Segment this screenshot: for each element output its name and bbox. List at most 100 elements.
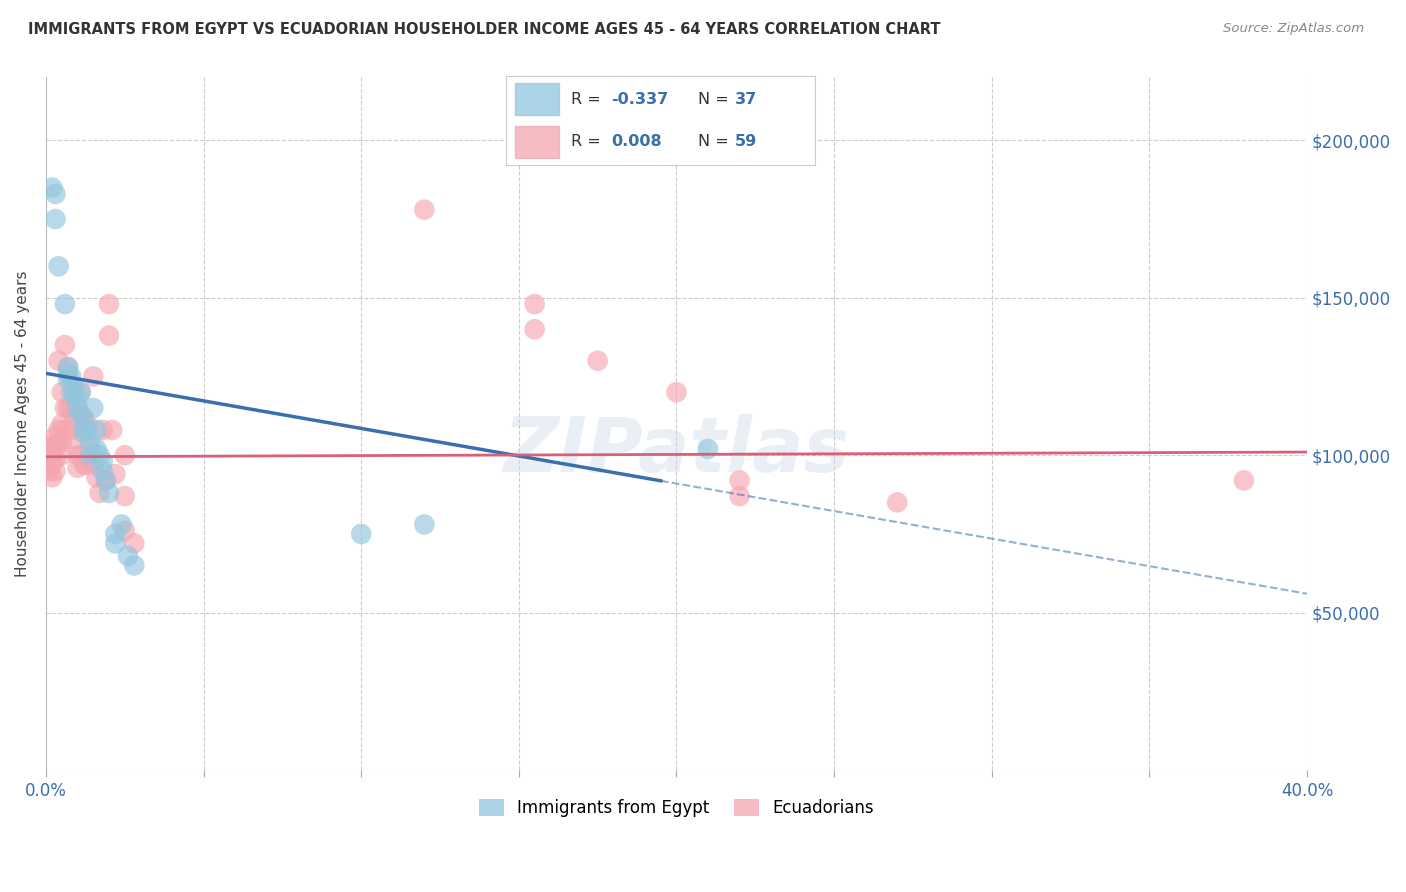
Point (89, 486, 111, 500)
Legend: Immigrants from Egypt, Ecuadorians: Immigrants from Egypt, Ecuadorians (472, 792, 882, 824)
Point (86, 442, 108, 456)
Point (69, 385, 91, 400)
Text: R =: R = (571, 135, 606, 149)
Point (104, 536, 127, 550)
Point (51, 417, 73, 431)
Point (38, 454, 60, 468)
Point (56, 367, 79, 381)
Point (51, 385, 73, 400)
Point (53, 423, 76, 437)
Point (56, 359, 79, 374)
Point (413, 517, 436, 532)
Point (94, 474, 117, 488)
Point (98, 328, 121, 343)
Point (44, 439, 66, 453)
Text: ZIPatlas: ZIPatlas (503, 415, 849, 489)
Point (53, 297, 76, 311)
Text: 37: 37 (735, 92, 758, 106)
Point (91, 464, 114, 478)
Point (66, 401, 89, 415)
Point (63, 410, 86, 425)
Point (48, 260, 70, 274)
Point (76, 423, 98, 437)
Point (69, 407, 91, 421)
Point (48, 435, 70, 450)
Point (122, 558, 145, 573)
Point (91, 423, 114, 437)
Text: N =: N = (697, 135, 734, 149)
Point (104, 527, 127, 541)
Bar (516, 83, 558, 115)
Point (114, 489, 136, 503)
Point (523, 322, 546, 336)
Point (98, 486, 121, 500)
Point (76, 458, 98, 472)
Point (56, 401, 79, 415)
Point (114, 448, 136, 462)
Point (697, 442, 720, 456)
Point (117, 549, 139, 563)
Point (41, 458, 63, 472)
Point (413, 202, 436, 217)
Point (60, 401, 83, 415)
Point (101, 423, 124, 437)
Point (728, 489, 751, 503)
Bar (516, 126, 558, 158)
Point (73, 426, 96, 441)
Point (51, 435, 73, 450)
Point (69, 385, 91, 400)
Y-axis label: Householder Income Ages 45 - 64 years: Householder Income Ages 45 - 64 years (15, 270, 30, 577)
Point (886, 495, 908, 509)
Point (60, 369, 83, 384)
Point (79, 448, 101, 462)
Point (79, 442, 101, 456)
Point (44, 451, 66, 466)
Point (111, 517, 134, 532)
Text: IMMIGRANTS FROM EGYPT VS ECUADORIAN HOUSEHOLDER INCOME AGES 45 - 64 YEARS CORREL: IMMIGRANTS FROM EGYPT VS ECUADORIAN HOUS… (28, 22, 941, 37)
Point (66, 392, 89, 406)
Point (73, 410, 96, 425)
Point (82, 401, 104, 415)
Point (73, 458, 96, 472)
Point (44, 186, 66, 201)
Point (98, 297, 121, 311)
Point (114, 524, 136, 538)
Point (38, 439, 60, 453)
Point (82, 458, 104, 472)
Point (86, 423, 108, 437)
Point (94, 474, 117, 488)
Point (53, 338, 76, 352)
Point (86, 470, 108, 484)
Point (728, 474, 751, 488)
Point (41, 442, 63, 456)
Text: R =: R = (571, 92, 606, 106)
Point (586, 353, 609, 368)
Text: -0.337: -0.337 (612, 92, 669, 106)
Point (56, 359, 79, 374)
Point (53, 401, 76, 415)
Point (48, 353, 70, 368)
Point (69, 448, 91, 462)
Point (41, 470, 63, 484)
Point (51, 448, 73, 462)
Point (63, 433, 86, 447)
Point (91, 454, 114, 468)
Point (56, 373, 79, 387)
Text: 59: 59 (735, 135, 758, 149)
Point (60, 423, 83, 437)
Point (104, 467, 127, 481)
Point (82, 369, 104, 384)
Text: N =: N = (697, 92, 734, 106)
Point (73, 417, 96, 431)
Text: 0.008: 0.008 (612, 135, 662, 149)
Point (76, 417, 98, 431)
Text: Source: ZipAtlas.com: Source: ZipAtlas.com (1223, 22, 1364, 36)
Point (350, 527, 373, 541)
Point (63, 388, 86, 402)
Point (1233, 474, 1256, 488)
Point (41, 448, 63, 462)
Point (523, 297, 546, 311)
Point (60, 385, 83, 400)
Point (44, 212, 66, 227)
Point (38, 464, 60, 478)
